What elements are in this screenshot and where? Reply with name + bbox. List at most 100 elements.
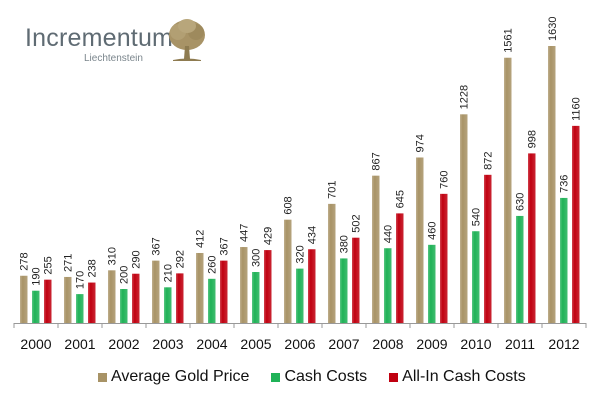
x-tick-label: 2009 xyxy=(416,336,447,352)
data-label: 447 xyxy=(239,224,251,242)
bars-layer xyxy=(20,46,580,324)
data-label: 255 xyxy=(43,256,55,274)
data-label: 867 xyxy=(371,152,383,170)
data-label: 380 xyxy=(339,235,351,253)
x-tick-label: 2000 xyxy=(20,336,51,352)
bar-all-in-cash-costs-2006 xyxy=(308,249,316,323)
legend-label: All-In Cash Costs xyxy=(402,368,526,385)
legend-item-average-gold-price: Average Gold Price xyxy=(98,368,249,386)
data-label: 300 xyxy=(251,249,263,267)
data-label: 271 xyxy=(63,254,75,272)
logo-title: Incrementum xyxy=(25,24,174,52)
bar-cash-costs-2012 xyxy=(560,197,568,323)
data-label: 310 xyxy=(107,247,119,265)
bar-cash-costs-2011 xyxy=(516,215,524,323)
data-label: 200 xyxy=(119,266,131,284)
data-label: 1561 xyxy=(503,28,515,52)
incrementum-logo: Incrementum Liechtenstein xyxy=(25,14,205,69)
data-label: 367 xyxy=(151,237,163,255)
data-label: 292 xyxy=(175,250,187,268)
bar-cash-costs-2010 xyxy=(472,231,480,323)
bar-average-gold-price-2001 xyxy=(64,276,72,323)
bar-cash-costs-2007 xyxy=(340,258,348,323)
data-label: 608 xyxy=(283,196,295,214)
x-tick-label: 2005 xyxy=(240,336,271,352)
x-tick-label: 2012 xyxy=(548,336,579,352)
bar-cash-costs-2003 xyxy=(164,287,172,323)
x-tick-label: 2011 xyxy=(505,336,535,352)
bar-all-in-cash-costs-2010 xyxy=(484,174,492,323)
bar-all-in-cash-costs-2008 xyxy=(396,213,404,323)
bar-all-in-cash-costs-2003 xyxy=(176,273,184,323)
bar-all-in-cash-costs-2001 xyxy=(88,282,96,323)
legend-item-cash-costs: Cash Costs xyxy=(271,368,367,386)
bar-all-in-cash-costs-2002 xyxy=(132,273,140,323)
data-label: 630 xyxy=(515,193,527,211)
bar-all-in-cash-costs-2011 xyxy=(528,153,536,323)
data-label: 701 xyxy=(327,181,339,199)
bar-all-in-cash-costs-2004 xyxy=(220,260,228,323)
x-tick-label: 2001 xyxy=(64,336,95,352)
data-label: 440 xyxy=(383,225,395,243)
data-label: 502 xyxy=(351,214,363,232)
x-tick-label: 2004 xyxy=(196,336,227,352)
data-label: 412 xyxy=(195,230,207,248)
bar-all-in-cash-costs-2007 xyxy=(352,237,360,323)
data-label: 320 xyxy=(295,245,307,263)
data-label: 460 xyxy=(427,221,439,239)
x-tick-label: 2002 xyxy=(108,336,139,352)
bar-average-gold-price-2006 xyxy=(284,219,292,323)
x-axis-tick-labels: 2000 2001 2002 2003 2004 2005 2006 2007 2008 2009… xyxy=(20,336,579,352)
bar-cash-costs-2009 xyxy=(428,244,436,323)
data-label: 434 xyxy=(307,226,319,244)
data-label: 1228 xyxy=(459,85,471,109)
bar-all-in-cash-costs-2012 xyxy=(572,125,580,324)
legend-swatch-gold xyxy=(98,372,107,382)
bar-cash-costs-2000 xyxy=(32,290,40,323)
legend-item-all-in-cash-costs: All-In Cash Costs xyxy=(389,368,526,386)
bar-average-gold-price-2003 xyxy=(152,260,160,323)
data-label: 278 xyxy=(19,252,31,270)
bar-cash-costs-2006 xyxy=(296,268,304,323)
bar-average-gold-price-2004 xyxy=(196,252,204,323)
bar-average-gold-price-2002 xyxy=(108,270,116,323)
legend-label: Cash Costs xyxy=(284,368,368,385)
x-axis-ticks xyxy=(13,323,587,328)
bar-all-in-cash-costs-2005 xyxy=(264,250,272,323)
data-label: 367 xyxy=(219,237,231,255)
x-tick-label: 2003 xyxy=(152,336,183,352)
data-label: 998 xyxy=(527,130,539,148)
bar-average-gold-price-2007 xyxy=(328,203,336,323)
bar-all-in-cash-costs-2000 xyxy=(44,279,52,323)
data-label: 645 xyxy=(395,190,407,208)
x-tick-label: 2010 xyxy=(460,336,491,352)
x-tick-label: 2008 xyxy=(372,336,403,352)
x-tick-label: 2007 xyxy=(328,336,359,352)
bar-cash-costs-2005 xyxy=(252,272,260,323)
data-label: 429 xyxy=(263,227,275,245)
bar-average-gold-price-2012 xyxy=(548,46,556,323)
legend-label: Average Gold Price xyxy=(111,368,250,385)
data-label: 170 xyxy=(75,271,87,289)
data-label: 260 xyxy=(207,255,219,273)
bar-cash-costs-2008 xyxy=(384,248,392,323)
data-label: 760 xyxy=(439,170,451,188)
bar-average-gold-price-2010 xyxy=(460,114,468,323)
data-label: 238 xyxy=(87,259,99,277)
legend-swatch-green xyxy=(271,372,281,382)
data-label: 190 xyxy=(31,267,43,285)
data-label: 540 xyxy=(471,208,483,226)
chart-legend: Average Gold Price Cash Costs All-In Cas… xyxy=(98,366,526,388)
data-label: 1160 xyxy=(571,97,583,121)
data-label: 290 xyxy=(131,250,143,268)
bar-all-in-cash-costs-2009 xyxy=(440,193,448,323)
bar-cash-costs-2004 xyxy=(208,278,216,323)
bar-average-gold-price-2008 xyxy=(372,175,380,323)
bar-cash-costs-2001 xyxy=(76,294,84,323)
data-label: 1630 xyxy=(547,17,559,41)
bar-average-gold-price-2011 xyxy=(504,57,512,323)
bar-average-gold-price-2005 xyxy=(240,247,248,323)
data-label: 974 xyxy=(415,134,427,152)
